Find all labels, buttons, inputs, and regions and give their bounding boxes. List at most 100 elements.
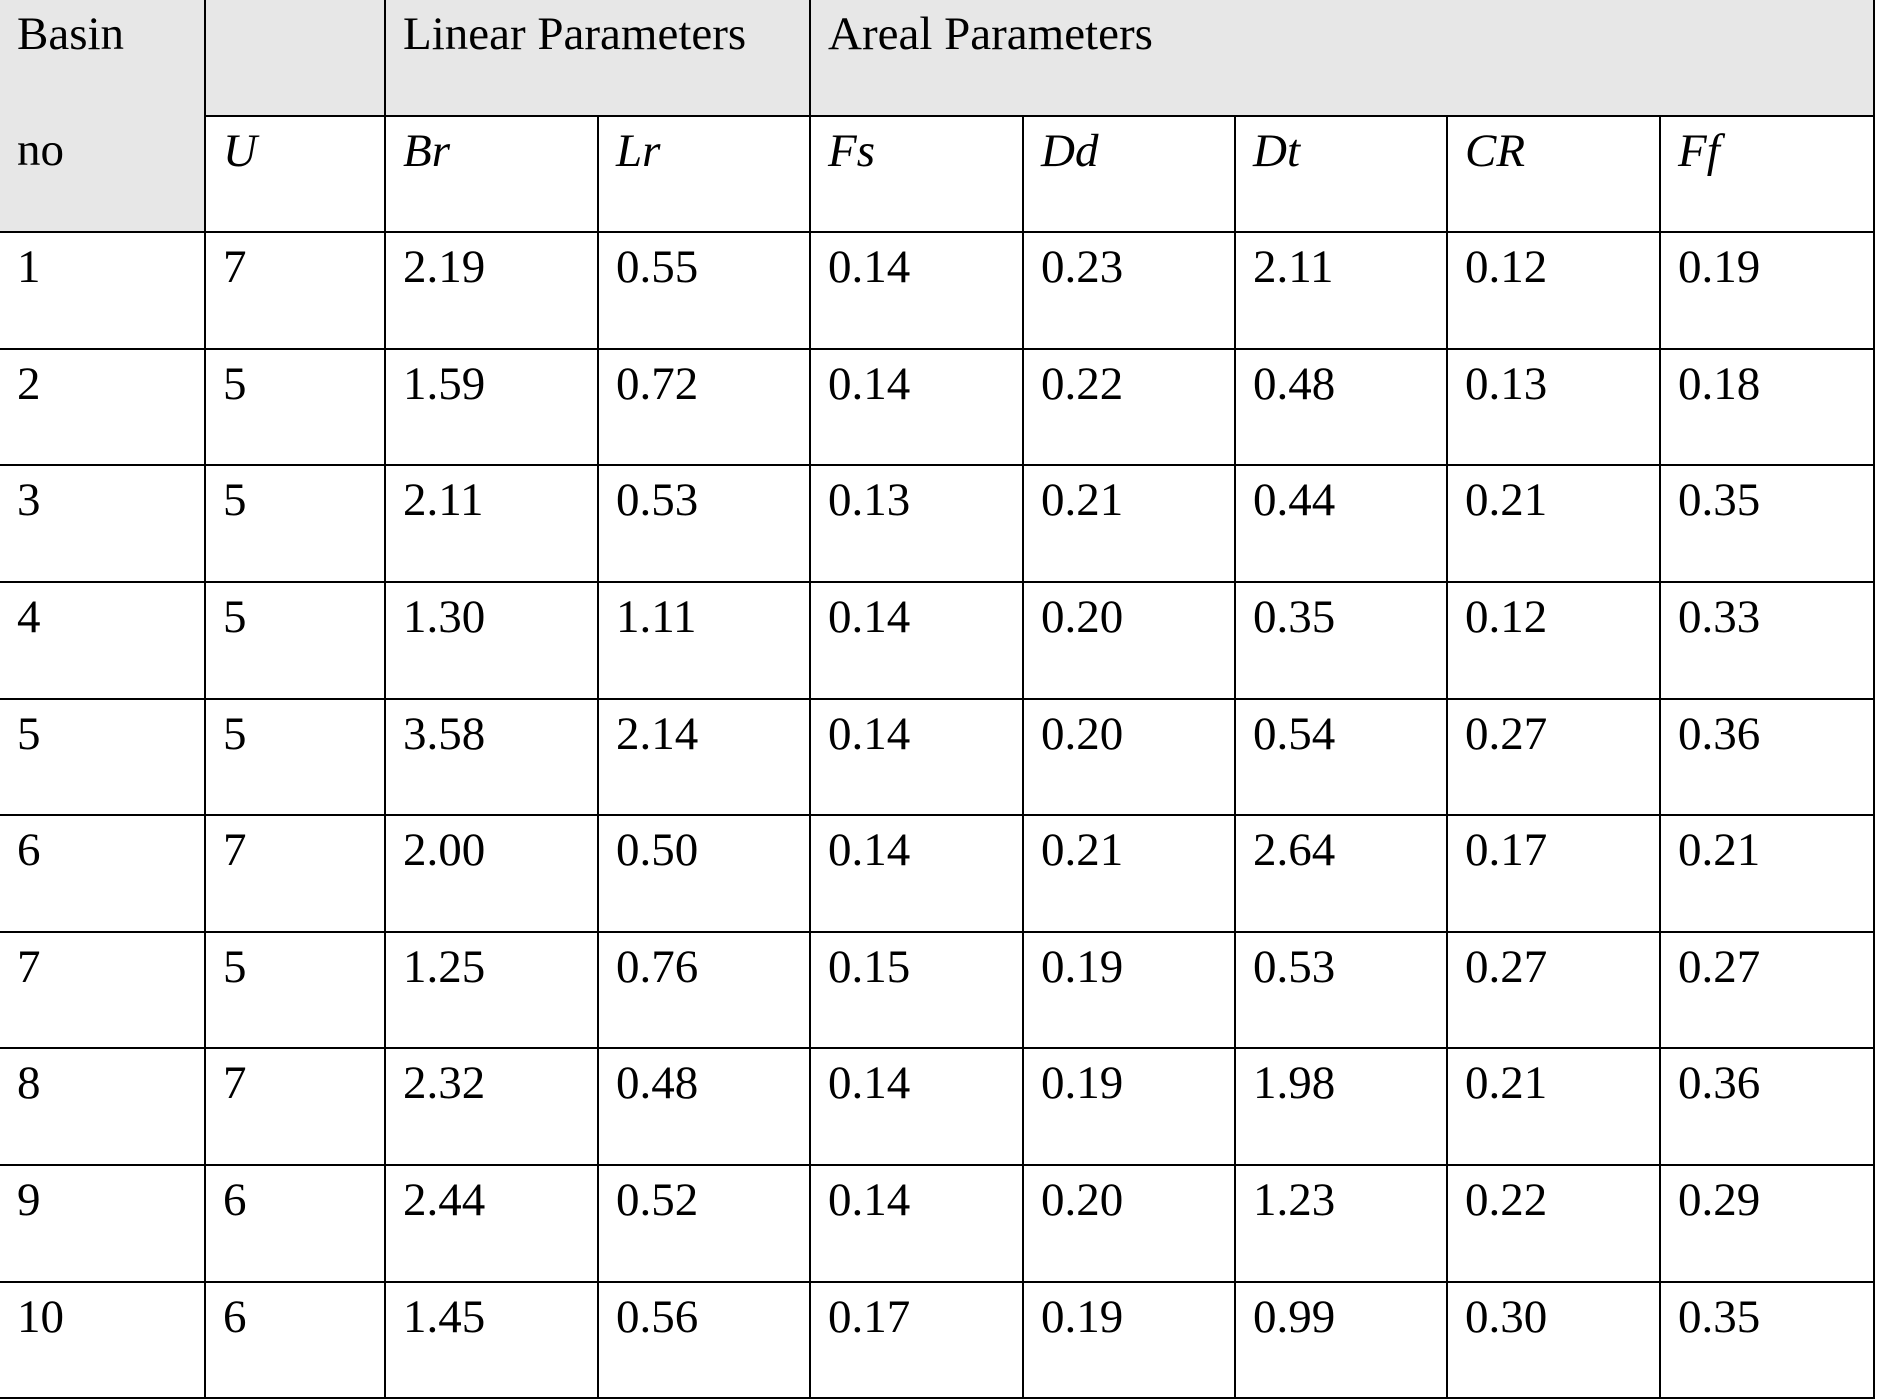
table-value-cell: 0.21 [1024, 816, 1236, 933]
table-value-cell: 0.17 [1448, 816, 1661, 933]
table-value-cell: 5 [206, 932, 386, 1050]
table-value-cell: 5 [0, 699, 206, 817]
table-value: 0.14 [828, 357, 911, 410]
table-value-cell: 0.52 [599, 1166, 811, 1283]
table-value-cell: 1 [0, 233, 206, 350]
table-value-cell: 4 [0, 583, 206, 700]
column-header-cell: U [206, 116, 386, 234]
table-value: 2.64 [1253, 824, 1336, 877]
table-value-cell: 0.18 [1661, 349, 1875, 467]
table-value-cell: 0.72 [599, 349, 811, 467]
table-value-cell: 0.14 [811, 699, 1024, 817]
table-value: 5 [223, 707, 247, 760]
table-value-cell: 0.36 [1661, 1049, 1875, 1166]
table-value-cell: 0.21 [1448, 466, 1661, 583]
column-header-cell: CR [1448, 116, 1661, 234]
table-value-cell: 2.11 [386, 466, 599, 583]
table-value: 1 [17, 241, 41, 294]
group-header-cell: Linear Parameters [386, 0, 811, 117]
table-value-cell: 0.27 [1448, 699, 1661, 817]
table-value-cell: 0.54 [1236, 699, 1448, 817]
table-value-cell: 0.76 [599, 932, 811, 1050]
table-value-cell: 0.56 [599, 1282, 811, 1400]
table-value-cell: 0.20 [1024, 583, 1236, 700]
column-header: CR [1465, 124, 1526, 177]
table-value-cell: 3.58 [386, 699, 599, 817]
basin-header-cell: Basin no [0, 0, 206, 234]
table-value: 0.35 [1678, 474, 1761, 527]
table-value-cell: 0.12 [1448, 233, 1661, 350]
table-value-cell: 0.14 [811, 1049, 1024, 1166]
table-value-cell: 2.64 [1236, 816, 1448, 933]
table-value: 0.13 [828, 474, 911, 527]
group-label: Areal Parameters [828, 8, 1153, 60]
table-value: 6 [17, 824, 41, 877]
table-value-cell: 0.21 [1448, 1049, 1661, 1166]
table-value: 0.12 [1465, 241, 1548, 294]
table-value: 5 [223, 591, 247, 643]
table-value-cell: 0.53 [1236, 932, 1448, 1050]
table-value-cell: 0.22 [1448, 1166, 1661, 1283]
column-header: Ff [1678, 124, 1720, 177]
table-value: 0.19 [1041, 940, 1124, 993]
table-value: 1.45 [403, 1290, 486, 1343]
table-value: 0.52 [616, 1174, 699, 1226]
table-value-cell: 2.00 [386, 816, 599, 933]
table-value-cell: 0.19 [1024, 932, 1236, 1050]
column-header: U [223, 124, 257, 177]
table-value: 0.14 [828, 591, 911, 643]
table-value-cell: 0.27 [1448, 932, 1661, 1050]
table-value: 2.11 [403, 474, 484, 527]
header-label: Basin [17, 8, 125, 60]
table-value-cell: 7 [0, 932, 206, 1050]
table-value-cell: 0.13 [811, 466, 1024, 583]
column-header: Dt [1253, 124, 1300, 177]
table-value: 1.23 [1253, 1174, 1336, 1226]
table-value: 5 [223, 357, 247, 410]
table-value: 6 [223, 1174, 247, 1226]
table-value: 0.14 [828, 824, 911, 877]
table-value: 0.36 [1678, 707, 1761, 760]
empty-header-cell [206, 0, 386, 117]
column-header: Br [403, 124, 450, 177]
table-value: 0.21 [1465, 1057, 1548, 1110]
table-value: 5 [223, 474, 247, 527]
table-value-cell: 0.36 [1661, 699, 1875, 817]
table-value-cell: 2 [0, 349, 206, 467]
column-header-cell: Lr [599, 116, 811, 234]
table-value-cell: 1.98 [1236, 1049, 1448, 1166]
table-value: 1.30 [403, 591, 486, 643]
table-value-cell: 7 [206, 1049, 386, 1166]
table-value: 7 [223, 1057, 247, 1110]
table-value: 0.12 [1465, 591, 1548, 643]
table-value: 0.36 [1678, 1057, 1761, 1110]
table-value: 0.27 [1678, 940, 1761, 993]
table-value: 0.72 [616, 357, 699, 410]
table-value-cell: 0.33 [1661, 583, 1875, 700]
table-value: 0.35 [1253, 591, 1336, 643]
table-value: 1.11 [616, 591, 697, 643]
table-value-cell: 0.14 [811, 1166, 1024, 1283]
table-value: 0.15 [828, 940, 911, 993]
table-value-cell: 5 [206, 699, 386, 817]
table-value: 0.29 [1678, 1174, 1761, 1226]
table-value: 6 [223, 1290, 247, 1343]
table-value-cell: 2.14 [599, 699, 811, 817]
table-value: 2.32 [403, 1057, 486, 1110]
table-value: 0.54 [1253, 707, 1336, 760]
table-value-cell: 0.30 [1448, 1282, 1661, 1400]
table-value-cell: 0.35 [1236, 583, 1448, 700]
column-header-cell: Dt [1236, 116, 1448, 234]
table-value: 8 [17, 1057, 41, 1110]
table-value-cell: 5 [206, 466, 386, 583]
table-value: 0.23 [1041, 241, 1124, 294]
table-value: 0.14 [828, 1174, 911, 1226]
table-value-cell: 0.48 [1236, 349, 1448, 467]
table-value-cell: 0.48 [599, 1049, 811, 1166]
table-value: 0.20 [1041, 591, 1124, 643]
table-value: 0.56 [616, 1290, 699, 1343]
table-value-cell: 0.22 [1024, 349, 1236, 467]
table-value: 1.98 [1253, 1057, 1336, 1110]
table-value-cell: 0.14 [811, 349, 1024, 467]
